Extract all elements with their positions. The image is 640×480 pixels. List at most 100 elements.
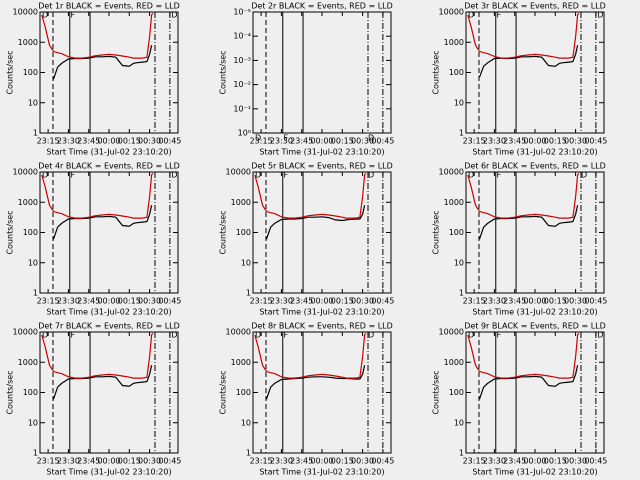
annotation: D	[42, 330, 48, 339]
y-tick-label: 100	[23, 68, 38, 77]
x-tick-label: 00:30	[351, 297, 374, 306]
y-tick-label: 100	[449, 228, 464, 237]
x-axis-label: Start Time (31-Jul-02 23:10:20)	[46, 148, 171, 157]
chart-title: Det 3r BLACK = Events, RED = LLD	[464, 2, 606, 11]
panel: Det 2r BLACK = Events, RED = LLD Start Ti…	[219, 2, 395, 157]
y-tick-label: 1	[459, 289, 464, 298]
x-tick-label: 00:15	[331, 457, 354, 466]
x-tick-label: 00:45	[584, 457, 607, 466]
x-tick-label: 00:30	[138, 457, 161, 466]
series-line	[254, 172, 367, 219]
x-tick-label: 23:45	[77, 297, 100, 306]
annotation: D	[468, 10, 474, 19]
series-line	[265, 205, 366, 240]
y-tick-label: 10000	[439, 8, 464, 17]
series-line	[478, 205, 579, 240]
x-tick-label: 00:15	[118, 137, 141, 146]
y-tick-label: 10000	[226, 168, 251, 177]
annotation: F	[283, 330, 288, 339]
chart-title: Det 4r BLACK = Events, RED = LLD	[38, 162, 180, 171]
x-tick-label: 23:15	[250, 297, 273, 306]
x-tick-label: 00:00	[97, 297, 120, 306]
y-tick-label: 10	[241, 418, 251, 427]
x-tick-label: 00:00	[97, 137, 120, 146]
y-tick-label: 10	[454, 418, 464, 427]
annotation: F	[496, 170, 501, 179]
series-line	[478, 365, 579, 400]
y-axis-label: Counts/sec	[6, 210, 15, 254]
x-tick-label: 00:15	[331, 137, 354, 146]
panel: Det 7r BLACK = Events, RED = LLD Start Ti…	[6, 322, 182, 477]
x-tick-label: 00:30	[351, 137, 374, 146]
panel: Det 3r BLACK = Events, RED = LLD Start Ti…	[432, 2, 608, 157]
x-tick-label: 23:30	[57, 137, 80, 146]
y-tick-label: 10	[241, 258, 251, 267]
x-tick-label: 23:15	[250, 137, 273, 146]
series-line	[467, 332, 580, 379]
x-tick-label: 00:00	[523, 297, 546, 306]
x-tick-label: 00:00	[310, 137, 333, 146]
x-tick-label: 23:45	[503, 297, 526, 306]
x-tick-label: 23:45	[503, 137, 526, 146]
x-tick-label: 23:15	[463, 137, 486, 146]
x-tick-label: 00:45	[158, 137, 181, 146]
plot-frame	[252, 331, 392, 454]
x-tick-label: 23:15	[463, 297, 486, 306]
annotation: D	[468, 330, 474, 339]
series-line	[52, 45, 153, 80]
series-line	[478, 45, 579, 78]
y-tick-label: 10⁻²	[233, 80, 251, 89]
x-tick-label: 23:30	[57, 457, 80, 466]
y-tick-label: 1000	[231, 198, 251, 207]
x-tick-label: 00:45	[371, 137, 394, 146]
y-tick-label: 10000	[13, 8, 38, 17]
y-tick-label: 1	[459, 449, 464, 458]
y-tick-label: 10	[454, 258, 464, 267]
series-line	[467, 172, 580, 219]
x-tick-label: 23:30	[483, 137, 506, 146]
y-tick-label: 1000	[444, 198, 464, 207]
series-line	[467, 12, 580, 59]
x-tick-label: 00:00	[523, 457, 546, 466]
annotation: F	[70, 330, 75, 339]
x-tick-label: 23:45	[290, 297, 313, 306]
y-tick-label: 1000	[444, 38, 464, 47]
y-tick-label: 100	[23, 388, 38, 397]
x-tick-label: 00:00	[523, 137, 546, 146]
y-tick-label: 1000	[231, 358, 251, 367]
x-tick-label: 23:30	[57, 297, 80, 306]
x-tick-label: 00:45	[584, 137, 607, 146]
series-line	[52, 365, 153, 400]
y-tick-label: 1000	[18, 38, 38, 47]
plot-frame	[465, 331, 605, 454]
annotation: F	[70, 10, 75, 19]
chart-title: Det 8r BLACK = Events, RED = LLD	[251, 322, 393, 331]
x-tick-label: 23:15	[463, 457, 486, 466]
y-tick-label: 100	[236, 388, 251, 397]
y-tick-label: 10⁻⁴	[233, 32, 251, 41]
x-tick-label: 00:45	[371, 457, 394, 466]
series-line	[41, 332, 154, 379]
x-tick-label: 00:45	[158, 457, 181, 466]
x-tick-label: 00:30	[564, 457, 587, 466]
x-tick-label: 23:15	[37, 457, 60, 466]
annotation: D	[581, 170, 587, 179]
plot-frame	[39, 11, 179, 134]
x-axis-label: Start Time (31-Jul-02 23:10:20)	[259, 148, 384, 157]
annotation: F	[496, 330, 501, 339]
y-tick-label: 100	[449, 388, 464, 397]
x-tick-label: 00:30	[564, 137, 587, 146]
annotation: D	[42, 10, 48, 19]
x-tick-label: 00:30	[564, 297, 587, 306]
y-axis-label: Counts/sec	[219, 50, 228, 94]
plot-frame	[39, 331, 179, 454]
annotation: D	[255, 133, 261, 142]
y-tick-label: 10⁰	[238, 129, 251, 138]
series-line	[265, 365, 366, 400]
y-axis-label: Counts/sec	[6, 370, 15, 414]
y-tick-label: 10⁻³	[233, 56, 251, 65]
y-tick-label: 1	[246, 449, 251, 458]
x-tick-label: 23:15	[250, 457, 273, 466]
plot-frame	[465, 11, 605, 134]
y-tick-label: 1000	[18, 198, 38, 207]
